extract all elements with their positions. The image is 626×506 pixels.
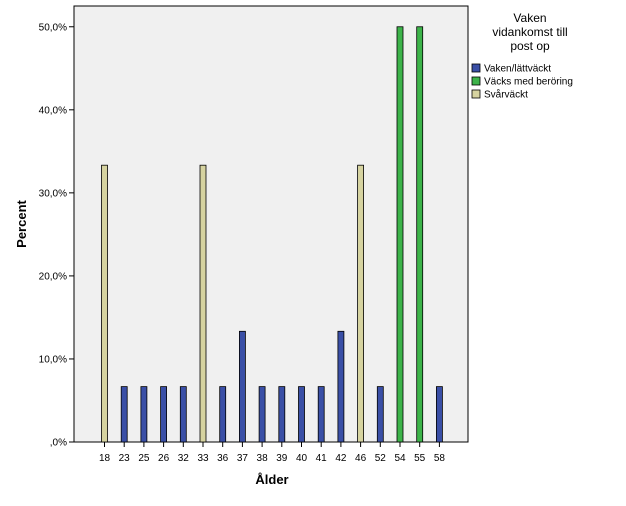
x-axis-title: Ålder: [255, 472, 288, 487]
legend-title-line-2: vidankomst till: [492, 25, 567, 39]
bar: [101, 164, 108, 443]
x-tick-label: 42: [335, 453, 347, 464]
bar: [337, 330, 345, 443]
bar: [120, 386, 128, 443]
x-tick-label: 25: [138, 453, 150, 464]
x-tick-label: 36: [217, 453, 229, 464]
bar: [238, 330, 246, 443]
y-tick-label: 40,0%: [39, 105, 67, 116]
bar: [219, 386, 227, 443]
x-tick-label: 39: [276, 453, 288, 464]
legend-title-line-1: Vaken: [513, 11, 546, 25]
x-tick-label: 26: [158, 453, 170, 464]
bar: [317, 386, 325, 443]
y-tick-label: 30,0%: [39, 188, 67, 199]
bar: [140, 386, 148, 443]
x-tick-label: 41: [316, 453, 328, 464]
x-tick-label: 52: [375, 453, 387, 464]
y-axis: ,0% 10,0% 20,0% 30,0% 40,0% 50,0%: [39, 22, 74, 449]
x-tick-label: 40: [296, 453, 308, 464]
legend-title-line-3: post op: [510, 39, 550, 53]
x-tick-label: 55: [414, 453, 426, 464]
legend: Vaken vidankomst till post op Vaken/lätt…: [471, 11, 573, 101]
plot-area: [73, 5, 469, 443]
x-tick-label: 38: [257, 453, 269, 464]
x-tick-label: 58: [434, 453, 446, 464]
x-tick-label: 37: [237, 453, 249, 464]
x-axis: 18 23 25 26 32 33 36 37 38 39 40 41 42 46 52 54 55 58: [99, 442, 445, 464]
bar: [435, 386, 443, 443]
x-tick-label: 46: [355, 453, 367, 464]
bar: [376, 386, 384, 443]
bar: [396, 26, 404, 443]
bar: [258, 386, 266, 443]
x-tick-label: 18: [99, 453, 111, 464]
x-tick-label: 54: [394, 453, 406, 464]
y-tick-label: 10,0%: [39, 354, 67, 365]
bar: [416, 26, 424, 443]
bars-group: [101, 26, 443, 443]
legend-label: Svårväckt: [484, 89, 528, 101]
legend-label: Väcks med beröring: [484, 77, 573, 88]
y-axis-title: Percent: [14, 199, 29, 247]
x-tick-label: 23: [119, 453, 131, 464]
x-tick-label: 32: [178, 453, 190, 464]
bar: [160, 386, 168, 443]
legend-swatch: [471, 89, 481, 99]
y-tick-label: ,0%: [50, 438, 67, 449]
bar: [199, 164, 207, 443]
x-tick-label: 33: [197, 453, 209, 464]
legend-label: Vaken/lättväckt: [484, 64, 551, 75]
legend-swatch: [471, 63, 481, 73]
bar: [357, 164, 365, 443]
bar: [278, 386, 286, 443]
y-tick-label: 50,0%: [39, 22, 67, 33]
legend-swatch: [471, 76, 481, 86]
bar: [298, 386, 305, 443]
bar: [179, 386, 187, 443]
y-tick-label: 20,0%: [39, 271, 67, 282]
